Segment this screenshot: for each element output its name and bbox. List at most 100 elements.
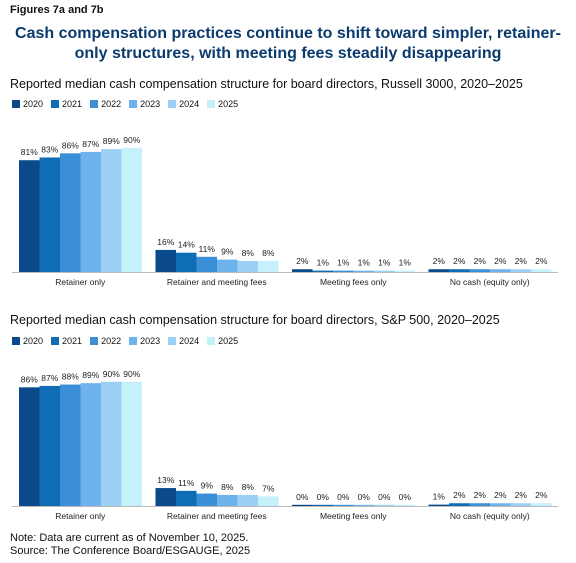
data-label: 81%	[21, 147, 38, 157]
data-label: 0%	[337, 492, 350, 502]
bar-2023-0	[80, 383, 101, 506]
legend-swatch	[12, 100, 20, 108]
bar-2021-2	[312, 270, 333, 272]
bar-2024-2	[374, 504, 395, 506]
chart-1-legend: 2020 2021 2022 2023 2024 2025	[12, 99, 238, 109]
data-label: 1%	[378, 258, 391, 268]
legend-label: 2022	[101, 336, 122, 346]
bar-2021-1	[176, 490, 197, 506]
legend-item-2024: 2024	[168, 336, 199, 346]
data-label: 8%	[242, 248, 255, 258]
legend-swatch	[207, 100, 216, 108]
data-label: 0%	[358, 492, 371, 502]
bar-2024-3	[510, 269, 531, 272]
legend-label: 2020	[23, 336, 44, 346]
bar-2023-3	[490, 503, 511, 506]
data-label: 2%	[296, 256, 309, 266]
data-label: 2%	[474, 256, 487, 266]
legend-item-2025: 2025	[207, 336, 238, 346]
category-label: Retainer only	[55, 277, 106, 287]
legend-label: 2022	[101, 99, 122, 109]
data-label: 2%	[494, 256, 507, 266]
chart-2-legend: 2020 2021 2022 2023 2024 2025	[12, 336, 238, 346]
source: Source: The Conference Board/ESGAUGE, 20…	[10, 545, 251, 557]
legend-label: 2025	[218, 99, 239, 109]
data-label: 86%	[62, 140, 79, 150]
data-label: 11%	[199, 244, 216, 254]
bar-2023-2	[353, 504, 374, 506]
legend-item-2020: 2020	[12, 336, 43, 346]
category-label: Retainer and meeting fees	[167, 277, 267, 287]
legend-label: 2024	[179, 336, 200, 346]
bar-2025-1	[258, 496, 279, 506]
bar-2024-0	[101, 149, 122, 272]
data-label: 0%	[317, 492, 330, 502]
legend-item-2020: 2020	[12, 99, 43, 109]
data-label: 8%	[242, 482, 255, 492]
legend-swatch	[129, 100, 138, 108]
bar-2023-1	[217, 494, 238, 506]
bar-2021-3	[449, 269, 470, 272]
data-label: 88%	[62, 372, 79, 382]
data-label: 90%	[123, 369, 140, 379]
data-label: 0%	[378, 492, 391, 502]
category-label: Meeting fees only	[320, 277, 387, 287]
bar-2020-3	[428, 504, 449, 506]
chart-1-russell-3000: 81% 83% 86% 87% 89% 90% Retainer only 16% 14% 11%…	[12, 135, 558, 287]
bar-2025-2	[394, 504, 415, 506]
data-label: 1%	[317, 258, 330, 268]
chart-1-title: Reported median cash compensation struct…	[10, 77, 523, 91]
legend-swatch	[129, 337, 138, 345]
legend-label: 2023	[140, 99, 161, 109]
bar-2021-1	[176, 252, 197, 272]
data-label: 2%	[453, 256, 466, 266]
figure-label: Figures 7a and 7b	[10, 4, 104, 16]
legend-swatch	[207, 337, 216, 345]
bar-2021-0	[39, 385, 60, 506]
bar-2025-3	[531, 503, 552, 506]
bar-2021-2	[312, 504, 333, 506]
legend-label: 2021	[62, 336, 83, 346]
data-label: 1%	[358, 258, 371, 268]
bar-2022-3	[469, 503, 490, 506]
data-label: 86%	[21, 374, 38, 384]
legend-item-2021: 2021	[51, 336, 82, 346]
legend-label: 2023	[140, 336, 161, 346]
legend-swatch	[168, 100, 177, 108]
data-label: 2%	[494, 490, 507, 500]
bar-2024-0	[101, 381, 122, 506]
legend-swatch	[51, 100, 60, 108]
legend-swatch	[168, 337, 177, 345]
data-label: 89%	[82, 370, 99, 380]
bar-2022-0	[60, 153, 81, 272]
bar-2022-1	[196, 256, 217, 272]
data-label: 9%	[201, 481, 214, 491]
bar-2021-0	[39, 157, 60, 272]
bar-2022-3	[469, 269, 490, 272]
category-label: Retainer only	[55, 511, 106, 521]
bar-2024-1	[237, 260, 258, 272]
bar-2020-3	[428, 269, 449, 272]
legend-swatch	[90, 337, 99, 345]
bar-2022-2	[333, 270, 354, 272]
legend-item-2023: 2023	[129, 99, 160, 109]
data-label: 83%	[41, 144, 58, 154]
bar-2020-1	[155, 488, 176, 506]
category-label: Meeting fees only	[320, 511, 387, 521]
data-label: 1%	[433, 492, 446, 502]
category-label: No cash (equity only)	[450, 277, 530, 287]
bar-2025-0	[121, 147, 142, 272]
bar-2023-3	[490, 269, 511, 272]
bar-2025-3	[531, 269, 552, 272]
bar-2024-2	[374, 270, 395, 272]
bar-2020-2	[292, 269, 313, 272]
data-label: 1%	[337, 258, 350, 268]
legend-swatch	[12, 337, 20, 345]
legend-item-2021: 2021	[51, 99, 82, 109]
bar-2023-0	[80, 151, 101, 272]
data-label: 2%	[535, 490, 548, 500]
legend-item-2024: 2024	[168, 99, 199, 109]
data-label: 87%	[41, 373, 58, 383]
data-label: 8%	[221, 482, 234, 492]
data-label: 2%	[535, 256, 548, 266]
